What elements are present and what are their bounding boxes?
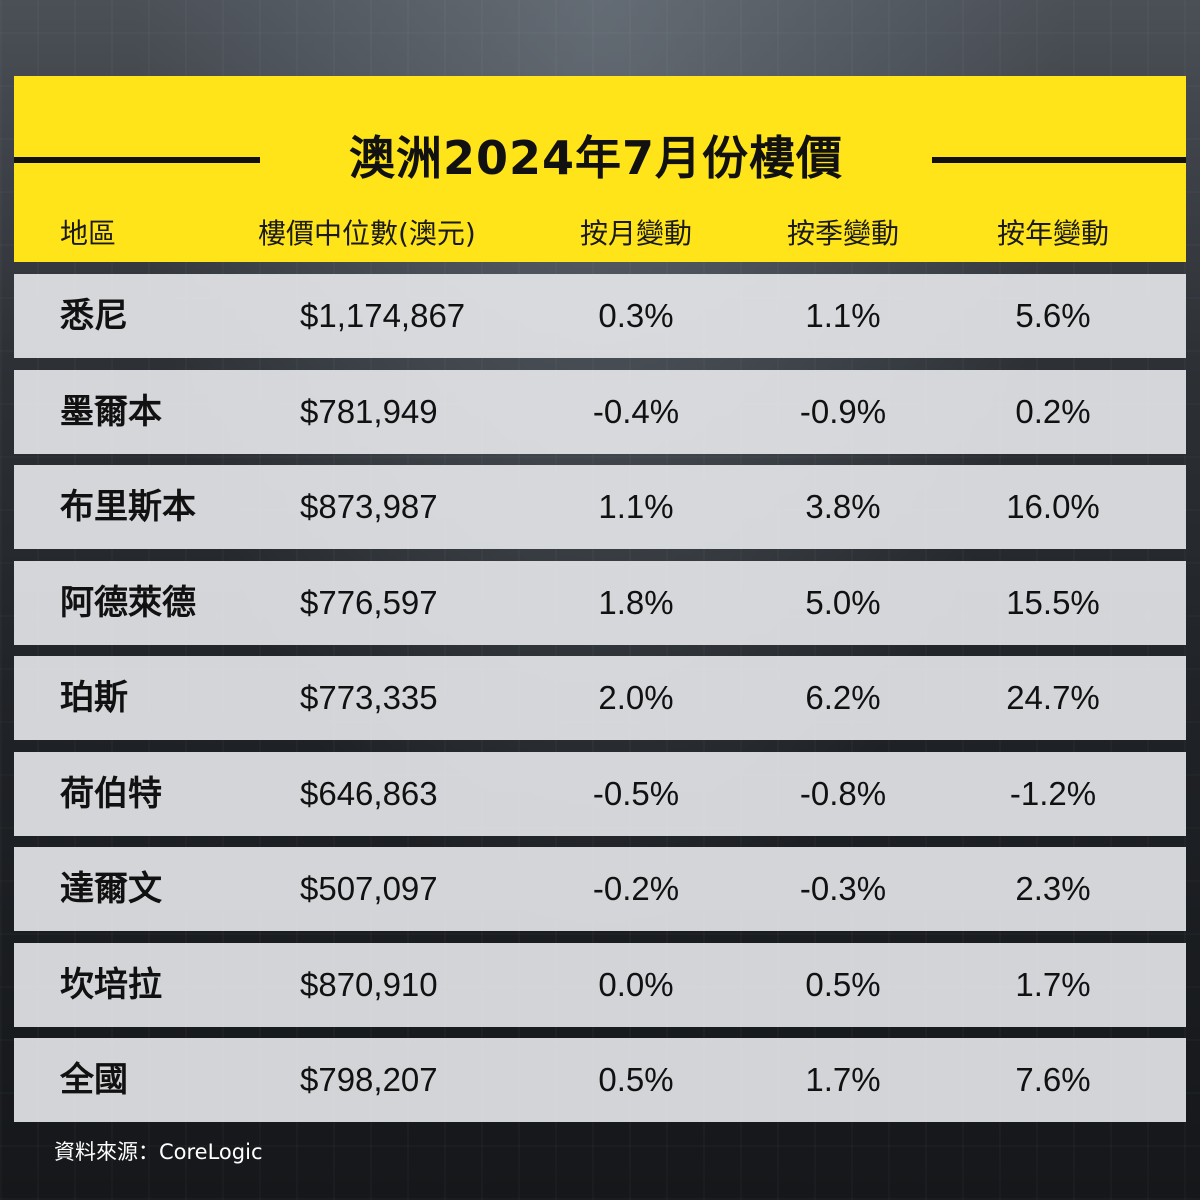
yoy-change-cell: 5.6% — [1015, 297, 1091, 334]
mom-change-cell: 1.8% — [598, 584, 674, 621]
yoy-change-cell: 16.0% — [1006, 488, 1100, 525]
table-row: 珀斯 $773,335 2.0% 6.2% 24.7% — [14, 656, 1186, 740]
mom-change-cell: 1.1% — [598, 488, 674, 525]
yoy-change-cell: 2.3% — [1015, 870, 1091, 907]
yoy-change-cell: 7.6% — [1015, 1061, 1091, 1098]
source-note: 資料來源：CoreLogic — [54, 1140, 263, 1164]
median-price-cell: $773,335 — [300, 679, 438, 716]
table-row: 全國 $798,207 0.5% 1.7% 7.6% — [14, 1038, 1186, 1122]
yoy-change-cell: 24.7% — [1006, 679, 1100, 716]
table-row: 阿德萊德 $776,597 1.8% 5.0% 15.5% — [14, 561, 1186, 645]
mom-change-cell: -0.5% — [592, 775, 680, 812]
table-row: 達爾文 $507,097 -0.2% -0.3% 2.3% — [14, 847, 1186, 931]
mom-change-cell: -0.2% — [592, 870, 680, 907]
region-cell: 全國 — [60, 1060, 128, 1100]
median-price-cell: $781,949 — [300, 393, 438, 430]
table-row: 荷伯特 $646,863 -0.5% -0.8% -1.2% — [14, 752, 1186, 836]
qoq-change-cell: -0.9% — [799, 393, 887, 430]
qoq-change-cell: 6.2% — [805, 679, 881, 716]
header-mom-change: 按月變動 — [579, 217, 692, 250]
median-price-cell: $646,863 — [300, 775, 438, 812]
qoq-change-cell: 5.0% — [805, 584, 881, 621]
header-yoy-change: 按年變動 — [996, 217, 1109, 250]
region-cell: 達爾文 — [60, 869, 162, 909]
mom-change-cell: 0.3% — [598, 297, 674, 334]
header-median-price: 樓價中位數(澳元) — [258, 217, 476, 250]
median-price-cell: $873,987 — [300, 488, 438, 525]
table-row: 布里斯本 $873,987 1.1% 3.8% 16.0% — [14, 465, 1186, 549]
table-header: 澳洲2024年7月份樓價 地區 樓價中位數(澳元) 按月變動 按季變動 按年變動 — [14, 76, 1186, 262]
page-title: 澳洲2024年7月份樓價 — [348, 131, 844, 185]
mom-change-cell: -0.4% — [592, 393, 680, 430]
yoy-change-cell: 15.5% — [1006, 584, 1100, 621]
qoq-change-cell: 1.7% — [805, 1061, 881, 1098]
mom-change-cell: 0.5% — [598, 1061, 674, 1098]
region-cell: 悉尼 — [60, 296, 128, 336]
region-cell: 布里斯本 — [60, 487, 196, 527]
median-price-cell: $798,207 — [300, 1061, 438, 1098]
table-row: 墨爾本 $781,949 -0.4% -0.9% 0.2% — [14, 370, 1186, 454]
qoq-change-cell: 1.1% — [805, 297, 881, 334]
yoy-change-cell: 1.7% — [1015, 966, 1091, 1003]
median-price-cell: $507,097 — [300, 870, 438, 907]
header-qoq-change: 按季變動 — [786, 217, 899, 250]
median-price-cell: $1,174,867 — [300, 297, 466, 334]
qoq-change-cell: 3.8% — [805, 488, 881, 525]
table-row: 悉尼 $1,174,867 0.3% 1.1% 5.6% — [14, 274, 1186, 358]
yoy-change-cell: -1.2% — [1009, 775, 1097, 812]
mom-change-cell: 0.0% — [598, 966, 674, 1003]
table-row: 坎培拉 $870,910 0.0% 0.5% 1.7% — [14, 943, 1186, 1027]
region-cell: 墨爾本 — [60, 392, 162, 432]
region-cell: 珀斯 — [60, 678, 128, 718]
median-price-cell: $776,597 — [300, 584, 438, 621]
title-rule-left — [14, 157, 260, 163]
qoq-change-cell: 0.5% — [805, 966, 881, 1003]
title-rule-right — [932, 157, 1186, 163]
median-price-cell: $870,910 — [300, 966, 438, 1003]
qoq-change-cell: -0.3% — [799, 870, 887, 907]
yoy-change-cell: 0.2% — [1015, 393, 1091, 430]
region-cell: 荷伯特 — [60, 774, 162, 814]
mom-change-cell: 2.0% — [598, 679, 674, 716]
region-cell: 坎培拉 — [60, 965, 162, 1005]
region-cell: 阿德萊德 — [60, 583, 196, 623]
header-region: 地區 — [60, 217, 117, 250]
qoq-change-cell: -0.8% — [799, 775, 887, 812]
